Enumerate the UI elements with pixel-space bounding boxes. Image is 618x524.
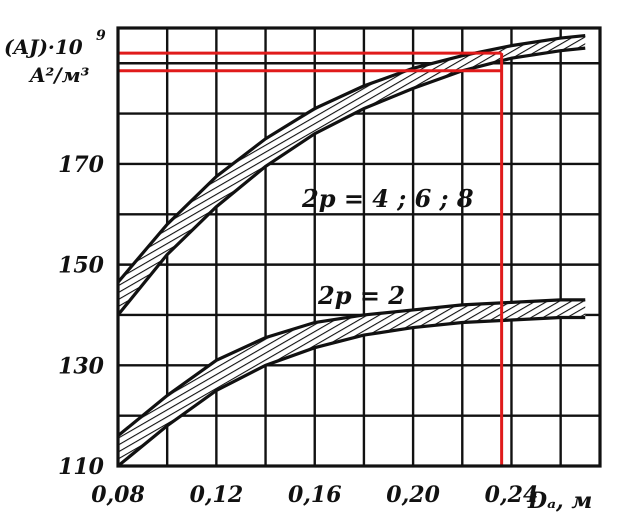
y-tick-label: 170 bbox=[58, 152, 105, 178]
bands bbox=[116, 33, 586, 468]
series-label-2p-2: 2p = 2 bbox=[317, 281, 405, 310]
y-axis-label-exponent: 9 bbox=[96, 28, 106, 44]
band-fill-0 bbox=[118, 35, 586, 315]
labels: (AJ)·10 9 A²/м³ Dₐ, м 2p = 4 ; 6 ; 8 2p … bbox=[4, 28, 592, 514]
tick-labels: 0,08 0,12 0,16 0,20 0,24 110 130 150 170 bbox=[58, 152, 538, 508]
x-tick-label: 0,16 bbox=[288, 482, 342, 508]
reference-lines bbox=[118, 51, 504, 466]
plot-frame bbox=[116, 26, 602, 468]
y-tick-label: 110 bbox=[58, 454, 105, 480]
band-upper-line-1 bbox=[116, 298, 586, 438]
y-axis-label-line2: A²/м³ bbox=[28, 63, 90, 87]
band-lower-line-1 bbox=[116, 315, 586, 468]
y-axis-label-line1: (AJ)·10 bbox=[4, 35, 83, 59]
plot-border bbox=[116, 26, 602, 468]
series-label-2p-4-6-8: 2p = 4 ; 6 ; 8 bbox=[301, 184, 474, 213]
band-fill-1 bbox=[118, 299, 586, 466]
x-axis-label: Dₐ, м bbox=[527, 488, 592, 514]
band-background-0 bbox=[118, 35, 586, 315]
x-tick-label: 0,20 bbox=[386, 482, 440, 508]
x-tick-label: 0,12 bbox=[190, 482, 244, 508]
band-lower-line-0 bbox=[116, 46, 586, 316]
grid bbox=[118, 28, 600, 466]
y-tick-label: 150 bbox=[58, 253, 105, 279]
band-upper-line-0 bbox=[116, 33, 586, 284]
x-tick-label: 0,08 bbox=[91, 482, 145, 508]
y-tick-label: 130 bbox=[58, 353, 105, 379]
x-tick-label: 0,24 bbox=[485, 482, 539, 508]
